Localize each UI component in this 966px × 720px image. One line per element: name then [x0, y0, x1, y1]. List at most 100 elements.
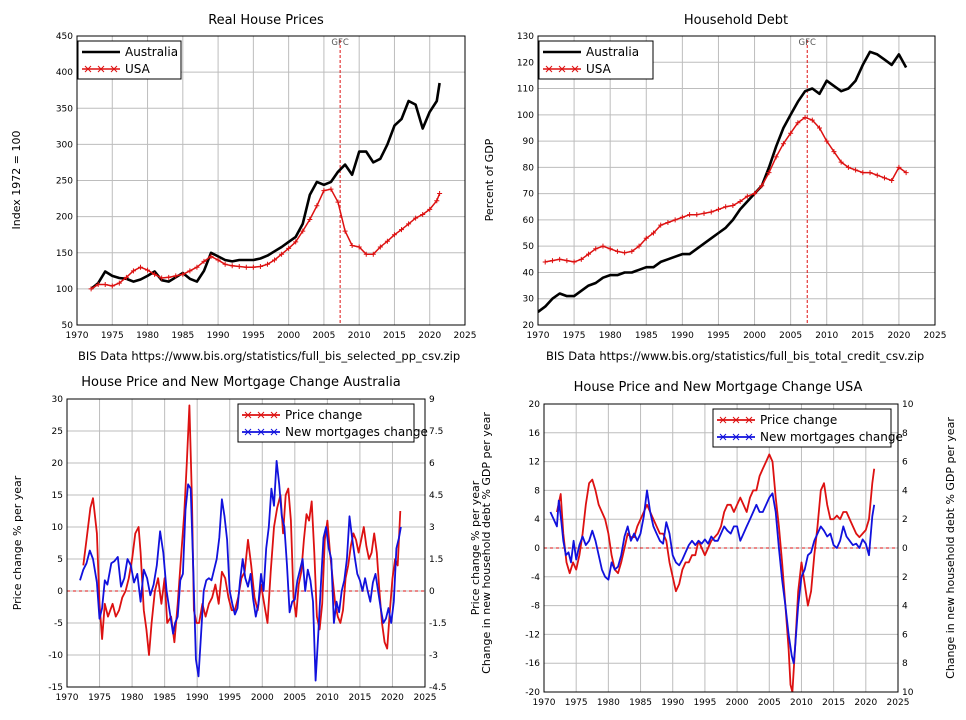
- y-tick-label: 60: [523, 216, 535, 226]
- series-marker: [123, 274, 129, 280]
- series-marker: [314, 203, 320, 209]
- y-tick-label: 150: [56, 249, 73, 259]
- y2-tick-label: 4: [902, 602, 908, 612]
- y2-tick-label: 8: [902, 429, 908, 439]
- x-tick-label: 1980: [136, 331, 159, 341]
- y-tick-label: -12: [525, 630, 540, 640]
- y-tick-label: 70: [523, 190, 535, 200]
- y-tick-label: 50: [62, 321, 74, 331]
- series-marker: [173, 273, 179, 279]
- series-line-1: [556, 453, 876, 692]
- x-tick-label: 1985: [635, 331, 658, 341]
- y-tick-label: 8: [534, 486, 540, 496]
- series-line-1: [90, 82, 441, 290]
- y-tick-label: 4: [534, 515, 540, 525]
- series-line-1: [538, 50, 908, 313]
- y-axis-label: Price change % per year: [11, 475, 24, 610]
- series-marker: [896, 164, 902, 170]
- series-marker: [817, 125, 823, 131]
- x-tick-label: 2010: [815, 331, 838, 341]
- plot-frame: [543, 403, 899, 693]
- legend-box: [237, 403, 415, 443]
- series-marker: [335, 199, 341, 205]
- y-tick-label: 0: [57, 587, 63, 597]
- series-marker: [549, 258, 555, 264]
- series-line-1: [82, 404, 402, 656]
- series-marker: [286, 245, 292, 251]
- x-tick-label: 1990: [661, 698, 684, 708]
- y-tick-label: 30: [52, 395, 64, 405]
- series-group: [88, 82, 443, 292]
- series-marker: [384, 238, 390, 244]
- series-marker: [229, 263, 235, 269]
- series-line-2: [549, 489, 876, 665]
- y-tick-label: 350: [56, 104, 73, 114]
- x-tick-label: 2010: [348, 331, 371, 341]
- source-note: BIS Data https://www.bis.org/statistics/…: [78, 349, 460, 363]
- series-marker: [279, 251, 285, 257]
- series-marker: [272, 257, 278, 263]
- series-marker: [215, 257, 221, 263]
- y-tick-label: 300: [56, 140, 73, 150]
- series-marker: [672, 217, 678, 223]
- y2-tick-label: 4: [902, 486, 908, 496]
- legend-label: Australia: [586, 45, 639, 59]
- legend-marker: [719, 416, 727, 424]
- legend: Australia USA: [77, 40, 182, 80]
- series-group: [79, 404, 402, 682]
- x-tick-label: 1975: [88, 693, 111, 703]
- y2-tick-label: 0: [902, 544, 908, 554]
- x-tick-label: 2015: [822, 698, 845, 708]
- x-tick-label: 1985: [629, 698, 652, 708]
- x-tick-label: 2025: [454, 331, 477, 341]
- series-marker: [629, 248, 635, 254]
- legend: Australia USA: [538, 40, 654, 80]
- series-marker: [780, 141, 786, 147]
- series-marker: [413, 215, 419, 221]
- series-marker: [809, 117, 815, 123]
- y-tick-label: -5: [54, 619, 63, 629]
- y-tick-label: 400: [56, 68, 73, 78]
- y-tick-label: 15: [52, 491, 63, 501]
- x-tick-label: 1995: [218, 693, 241, 703]
- series-marker: [434, 198, 440, 204]
- y-tick-label: 130: [517, 32, 534, 42]
- x-tick-label: 1980: [599, 331, 622, 341]
- y-tick-label: 110: [517, 85, 534, 95]
- series-marker: [889, 178, 895, 183]
- series-marker: [427, 206, 433, 212]
- legend-marker: [257, 428, 265, 436]
- x-tick-label: 1995: [693, 698, 716, 708]
- legend-label: New mortgages change: [760, 430, 903, 444]
- chart-panel-3: 1970 1975 1980 1985 1990 1995 2000 2005 2010 2015…: [11, 375, 493, 703]
- series-marker: [824, 138, 830, 144]
- series-marker: [687, 212, 693, 218]
- y-tick-label: 90: [523, 137, 535, 147]
- chart-title: Real House Prices: [208, 13, 324, 28]
- x-tick-label: 2020: [854, 698, 877, 708]
- y-tick-label: 120: [517, 58, 534, 68]
- series-marker: [867, 170, 873, 176]
- series-marker: [264, 261, 270, 267]
- series-marker: [694, 212, 700, 218]
- x-tick-label: 1985: [153, 693, 176, 703]
- series-marker: [236, 263, 242, 269]
- y2-tick-label: 1.5: [429, 555, 443, 565]
- x-tick-label: 2025: [887, 698, 910, 708]
- series-marker: [752, 191, 758, 197]
- series-marker: [130, 268, 136, 274]
- x-tick-label: 2020: [418, 331, 441, 341]
- series-marker: [593, 246, 599, 252]
- series-marker: [257, 263, 263, 269]
- series-marker: [853, 167, 859, 173]
- y2-tick-label: 10: [902, 400, 914, 410]
- source-note: BIS Data https://www.bis.org/statistics/…: [546, 349, 924, 363]
- series-marker: [730, 202, 736, 208]
- series-marker: [744, 193, 750, 199]
- series-marker: [88, 286, 94, 292]
- series-marker: [307, 217, 313, 223]
- series-marker: [831, 149, 837, 155]
- y-tick-label: -8: [531, 602, 540, 612]
- y-tick-label: -20: [525, 688, 540, 698]
- series-group: [538, 50, 909, 313]
